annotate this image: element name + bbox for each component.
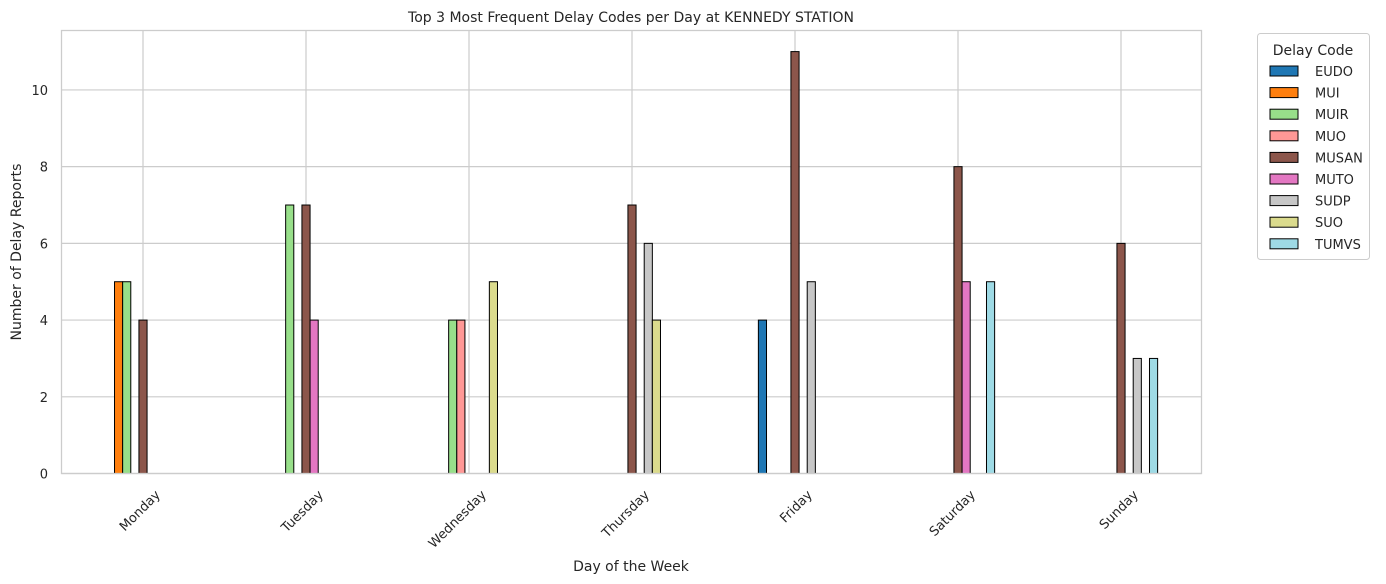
bar-sudp-thursday (643, 242, 653, 474)
bar-tumvs-sunday (1148, 357, 1159, 474)
legend-swatch-eudo (1269, 65, 1299, 77)
y-tick-label: 0 (40, 468, 48, 483)
bar-muto-tuesday (309, 319, 319, 474)
bar-musan-tuesday (301, 204, 311, 475)
bar-muir-monday (122, 281, 132, 474)
legend-swatch-mui (1269, 87, 1299, 99)
legend-label-sudp: SUDP (1315, 195, 1351, 210)
legend-swatch-suo (1269, 216, 1299, 228)
bar-suo-thursday (651, 319, 661, 474)
y-axis-label: Number of Delay Reports (9, 164, 25, 341)
legend-label-muir: MUIR (1315, 108, 1349, 123)
legend-label-mui: MUI (1315, 87, 1340, 102)
bar-eudo-friday (757, 319, 768, 474)
legend-label-tumvs: TUMVS (1314, 238, 1361, 253)
bar-muo-wednesday (456, 319, 466, 474)
legend-label-muo: MUO (1315, 130, 1346, 145)
legend-items: EUDO MUI MUIR MUO MUSAN MUTO SUDP SUO TUMVS (1269, 65, 1363, 253)
bar-muto-saturday (961, 281, 971, 474)
y-tick-label: 8 (40, 161, 48, 176)
y-tick-label: 2 (40, 391, 48, 406)
legend: Delay Code EUDO MUI MUIR MUO MUSAN MUTO SUDP SU… (1257, 33, 1370, 260)
bar-tumvs-saturday (985, 281, 996, 474)
legend-swatch-musan (1269, 151, 1299, 163)
bar-suo-wednesday (488, 281, 498, 474)
y-tick-label: 4 (40, 314, 48, 329)
bar-musan-friday (790, 51, 800, 474)
legend-swatch-muo (1269, 130, 1299, 142)
bar-musan-saturday (953, 166, 963, 474)
y-tick-label: 10 (31, 84, 48, 99)
legend-swatch-tumvs (1269, 238, 1299, 250)
bar-musan-thursday (627, 204, 637, 475)
bar-muir-tuesday (285, 204, 295, 475)
plot-frame (60, 29, 1203, 475)
bar-sudp-sunday (1132, 357, 1142, 474)
legend-swatch-muir (1269, 108, 1299, 120)
legend-swatch-muto (1269, 173, 1299, 185)
chart-title: Top 3 Most Frequent Delay Codes per Day … (407, 10, 854, 26)
legend-title: Delay Code (1273, 43, 1353, 59)
x-axis-label: Day of the Week (573, 559, 690, 575)
y-tick-label: 6 (40, 237, 48, 252)
bar-mui-monday (114, 281, 124, 474)
y-tick-labels: 0 2 4 6 8 10 (31, 84, 48, 483)
legend-label-eudo: EUDO (1315, 65, 1353, 80)
legend-swatch-sudp (1269, 195, 1299, 207)
bar-musan-monday (138, 319, 148, 474)
legend-label-muto: MUTO (1315, 173, 1354, 188)
bar-muir-wednesday (448, 319, 458, 474)
legend-label-musan: MUSAN (1315, 151, 1363, 166)
bar-musan-sunday (1116, 242, 1126, 474)
legend-label-suo: SUO (1315, 216, 1343, 231)
bar-sudp-friday (806, 281, 816, 474)
